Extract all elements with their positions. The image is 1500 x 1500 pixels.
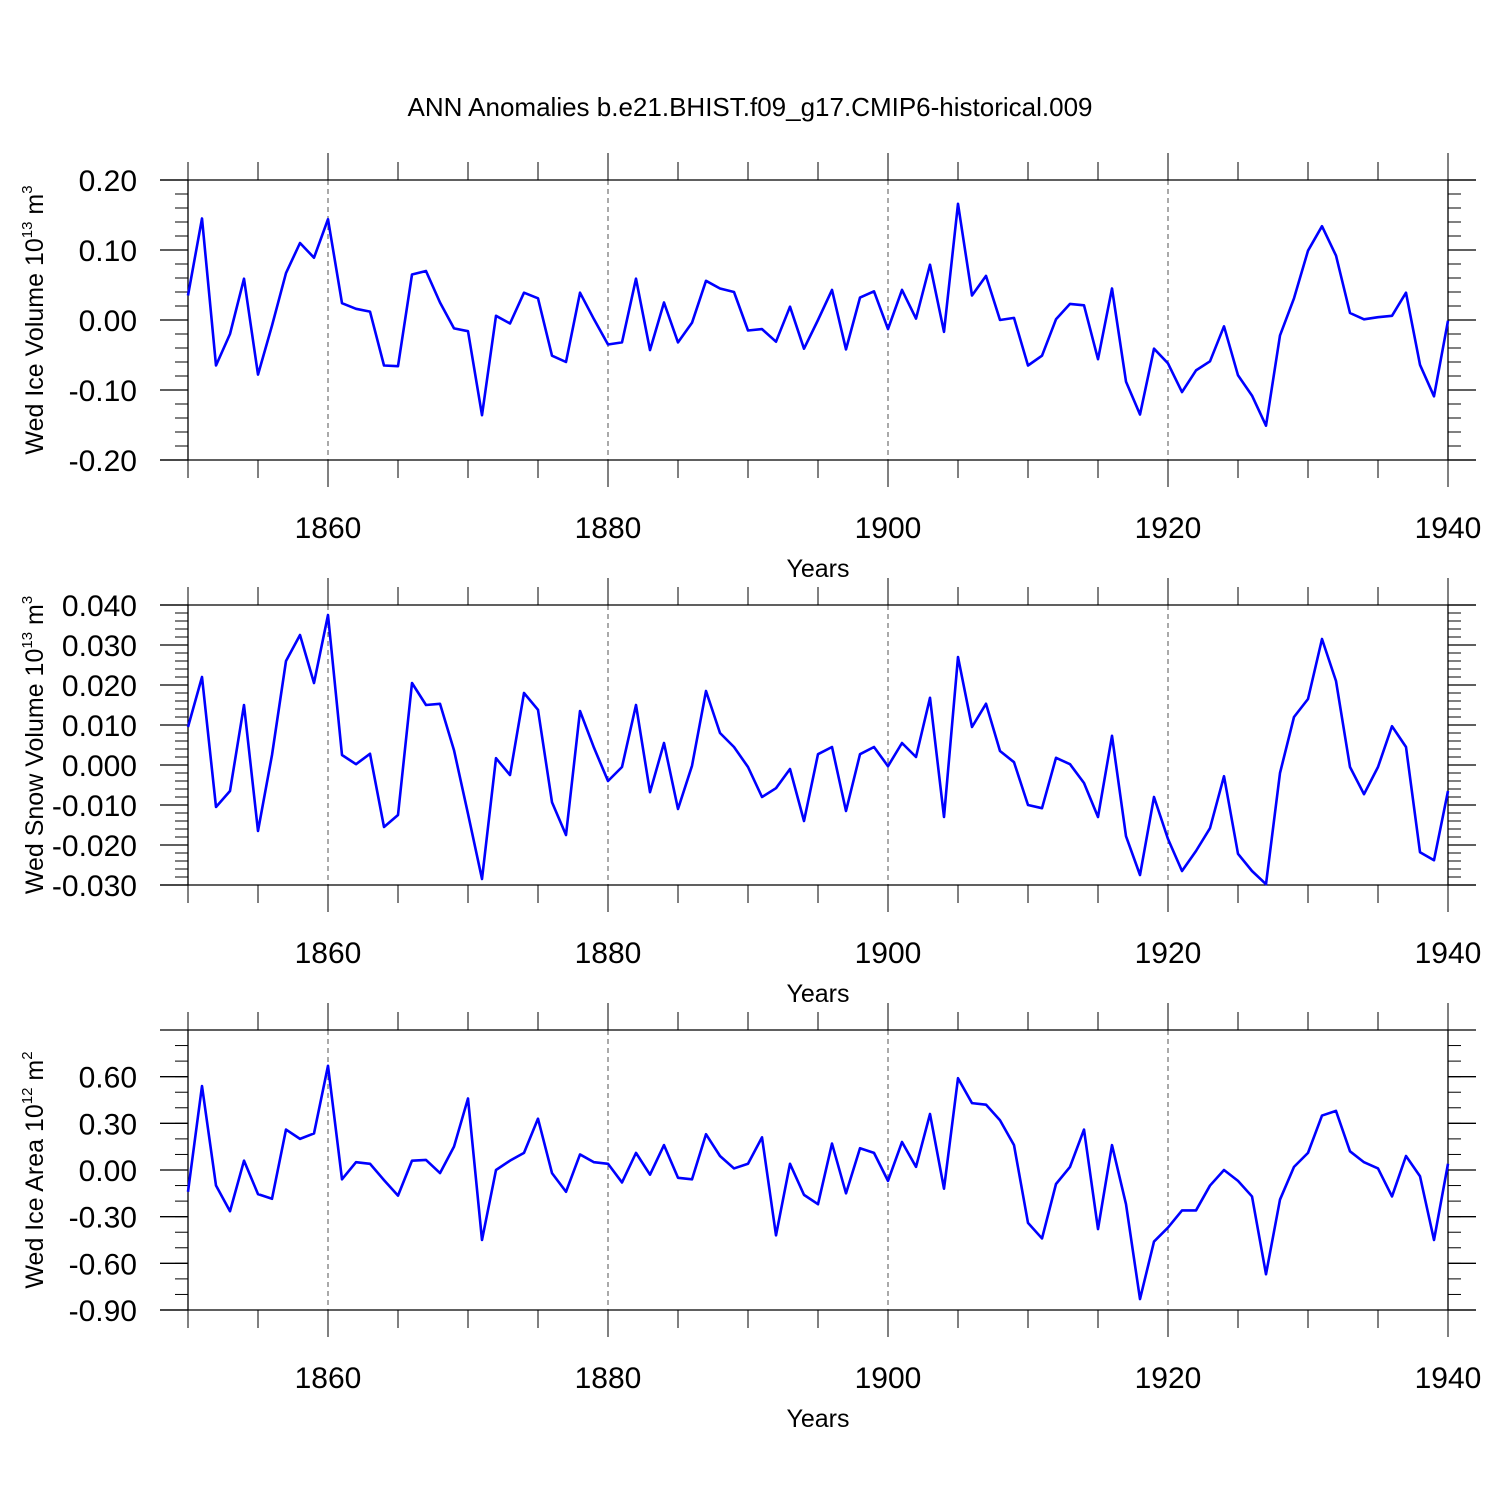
y-tick-label: -0.030 bbox=[52, 870, 137, 903]
x-tick-label: 1920 bbox=[1135, 512, 1202, 545]
panel-1: -0.20 -0.10 0.00 0.10 0.20 1860 1880 1900 1920 19… bbox=[19, 153, 1481, 583]
x-tick-label: 1900 bbox=[855, 937, 922, 970]
x-tick-label: 1940 bbox=[1415, 512, 1482, 545]
y-tick-label: -0.90 bbox=[69, 1295, 137, 1328]
panel-2: -0.030 -0.020 -0.010 0.000 0.010 0.020 0.030 0.… bbox=[19, 578, 1481, 1008]
x-tick-label: 1880 bbox=[575, 512, 642, 545]
x-axis-label: Years bbox=[786, 980, 849, 1008]
y-tick-label: 0.20 bbox=[79, 165, 137, 198]
x-tick-label: 1900 bbox=[855, 1362, 922, 1395]
y-tick-label: 0.030 bbox=[62, 630, 137, 663]
y-tick-label: -0.10 bbox=[69, 375, 137, 408]
y-tick-label: -0.30 bbox=[69, 1202, 137, 1235]
y-axis-label: Wed Ice Area 1012 m2 bbox=[19, 1051, 49, 1288]
x-tick-label: 1880 bbox=[575, 937, 642, 970]
series-line bbox=[186, 613, 1450, 886]
x-tick-label: 1860 bbox=[295, 512, 362, 545]
y-tick-label: 0.10 bbox=[79, 235, 137, 268]
x-tick-label: 1920 bbox=[1135, 1362, 1202, 1395]
x-tick-label: 1860 bbox=[295, 937, 362, 970]
x-tick-label: 1920 bbox=[1135, 937, 1202, 970]
y-tick-label: 0.020 bbox=[62, 670, 137, 703]
y-tick-label: 0.00 bbox=[79, 1155, 137, 1188]
y-tick-label: -0.60 bbox=[69, 1248, 137, 1281]
x-tick-label: 1880 bbox=[575, 1362, 642, 1395]
series-line bbox=[186, 1064, 1450, 1301]
chart-title: ANN Anomalies b.e21.BHIST.f09_g17.CMIP6-… bbox=[407, 92, 1092, 122]
x-axis-label: Years bbox=[786, 1405, 849, 1433]
y-tick-label: -0.20 bbox=[69, 445, 137, 478]
y-axis-label: Wed Snow Volume 1013 m3 bbox=[19, 596, 49, 894]
chart-panels: -0.20 -0.10 0.00 0.10 0.20 1860 1880 1900 1920 19… bbox=[19, 153, 1481, 1433]
series-line bbox=[186, 202, 1450, 428]
y-tick-label: 0.000 bbox=[62, 750, 137, 783]
x-tick-label: 1860 bbox=[295, 1362, 362, 1395]
x-axis-label: Years bbox=[786, 555, 849, 583]
x-tick-label: 1940 bbox=[1415, 1362, 1482, 1395]
panel-3: -0.90 -0.60 -0.30 0.00 0.30 0.60 1860 1880 1900 1… bbox=[19, 1003, 1481, 1433]
y-tick-label: 0.30 bbox=[79, 1108, 137, 1141]
y-tick-label: 0.010 bbox=[62, 710, 137, 743]
y-axis-label: Wed Ice Volume 1013 m3 bbox=[19, 185, 49, 454]
y-tick-label: -0.020 bbox=[52, 830, 137, 863]
x-tick-label: 1900 bbox=[855, 512, 922, 545]
y-tick-label: 0.60 bbox=[79, 1062, 137, 1095]
y-tick-label: -0.010 bbox=[52, 790, 137, 823]
y-tick-label: 0.00 bbox=[79, 305, 137, 338]
x-tick-label: 1940 bbox=[1415, 937, 1482, 970]
y-tick-label: 0.040 bbox=[62, 590, 137, 623]
